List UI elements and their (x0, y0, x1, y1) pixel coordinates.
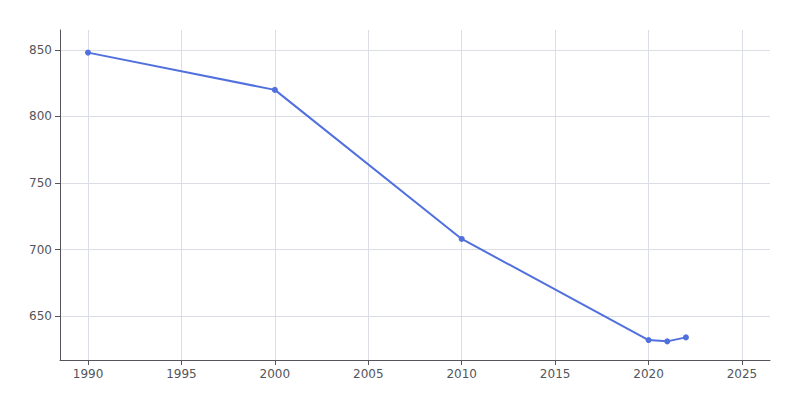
svg-text:850: 850 (29, 43, 52, 57)
svg-text:2000: 2000 (260, 367, 291, 381)
svg-text:700: 700 (29, 243, 52, 257)
svg-text:2005: 2005 (353, 367, 384, 381)
svg-text:2020: 2020 (633, 367, 664, 381)
svg-text:2025: 2025 (727, 367, 758, 381)
svg-text:1995: 1995 (166, 367, 197, 381)
svg-text:2015: 2015 (540, 367, 571, 381)
svg-text:750: 750 (29, 176, 52, 190)
svg-text:1990: 1990 (73, 367, 104, 381)
svg-text:800: 800 (29, 109, 52, 123)
svg-text:2010: 2010 (446, 367, 477, 381)
svg-text:650: 650 (29, 309, 52, 323)
